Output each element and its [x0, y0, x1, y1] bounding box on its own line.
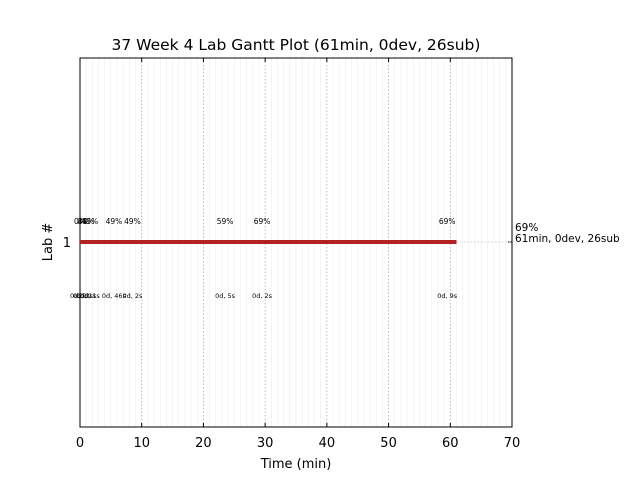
x-tick-label: 20: [195, 436, 212, 451]
x-tick-label: 0: [76, 436, 84, 451]
submission-info-label: 0d, 9s: [437, 292, 458, 300]
x-tick-label: 70: [504, 436, 521, 451]
x-tick-label: 30: [257, 436, 274, 451]
submission-percent-label: 59%: [217, 217, 234, 226]
x-tick-label: 60: [442, 436, 459, 451]
submission-percent-label: 44%: [78, 217, 95, 226]
submission-info-label: 0d, 46s: [102, 292, 127, 300]
submission-percent-label: 0%: [77, 217, 89, 226]
submission-info-label: 0d, 0s: [70, 292, 91, 300]
gantt-bar: [80, 240, 457, 244]
submission-info-label: 0d, 2s: [73, 292, 94, 300]
submission-info-label: 0d, 1s: [80, 292, 101, 300]
x-tick-label: 40: [319, 436, 336, 451]
submission-info-label: 0d, 2s: [122, 292, 143, 300]
submission-percent-label: 49%: [82, 217, 99, 226]
submission-info-label: 0d, 2s: [252, 292, 273, 300]
submission-percent-label: 69%: [254, 217, 271, 226]
submission-percent-label: 49%: [106, 217, 123, 226]
end-summary-label: 61min, 0dev, 26sub: [515, 233, 620, 245]
x-tick-label: 10: [133, 436, 150, 451]
chart-title: 37 Week 4 Lab Gantt Plot (61min, 0dev, 2…: [112, 36, 481, 54]
bars: [80, 240, 515, 244]
y-tick-label: 1: [63, 236, 71, 251]
submission-info-label: 0d, 1s: [76, 292, 97, 300]
x-axis-ticks: 0 10 20 30 40 50 60 70: [76, 58, 520, 451]
x-axis-label: Time (min): [260, 457, 332, 472]
x-tick-label: 50: [380, 436, 397, 451]
submission-percent-label: 0%: [74, 217, 86, 226]
submission-percent-label: 49%: [124, 217, 141, 226]
end-percent-label: 69%: [515, 222, 538, 234]
y-axis-label: Lab #: [41, 223, 56, 262]
submission-info-label: 0d, 5s: [215, 292, 236, 300]
submission-percent-label: 69%: [439, 217, 456, 226]
